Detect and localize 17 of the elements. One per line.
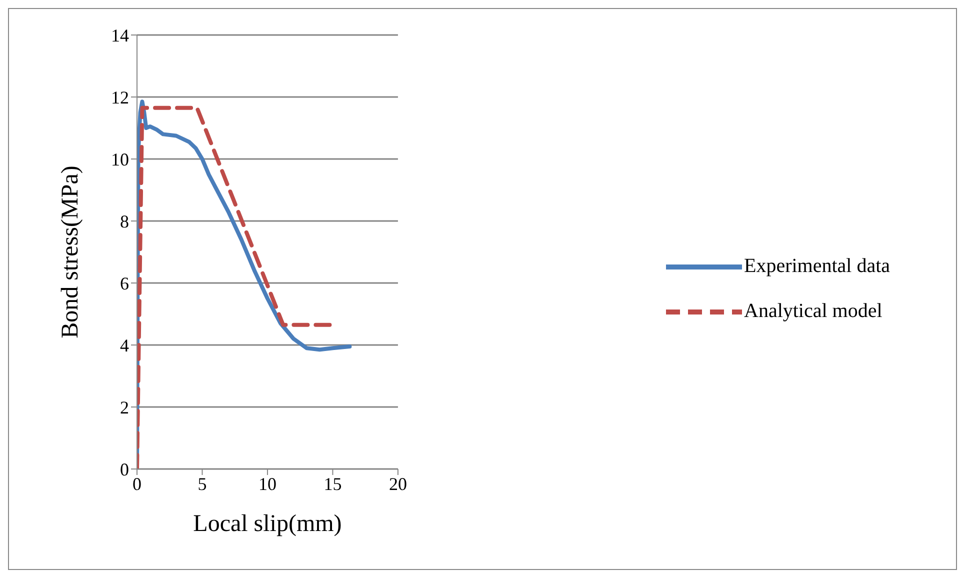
y-tick-label: 2 (120, 397, 129, 418)
x-tick-label: 5 (198, 474, 207, 494)
y-tick-label: 12 (111, 87, 129, 108)
legend-label: Experimental data (744, 255, 890, 278)
x-tick-label: 15 (324, 474, 342, 494)
y-tick-label: 0 (120, 459, 129, 480)
x-axis-title: Local slip(mm) (193, 511, 342, 537)
y-tick-label: 8 (120, 211, 129, 232)
y-tick-label: 10 (111, 149, 129, 170)
y-axis-title: Bond stress(MPa) (58, 166, 84, 338)
y-tick-label: 6 (120, 273, 129, 294)
x-tick-label: 20 (388, 474, 407, 494)
y-tick-label: 4 (120, 335, 129, 356)
x-tick-label: 10 (258, 474, 276, 494)
legend-label: Analytical model (744, 300, 882, 323)
y-tick-label: 14 (111, 25, 129, 46)
x-tick-label: 0 (132, 474, 142, 494)
